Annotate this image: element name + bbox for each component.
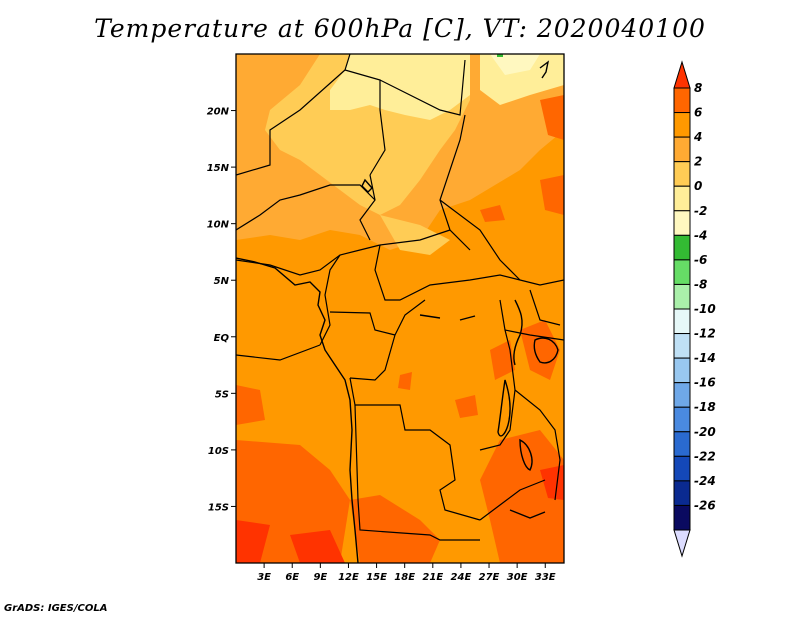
lat-tick-label: 15S bbox=[208, 502, 229, 513]
colorbar-label: 0 bbox=[694, 179, 702, 193]
colorbar-label: -2 bbox=[694, 204, 707, 218]
field-band-4-6 bbox=[236, 95, 564, 563]
map-frame bbox=[235, 53, 565, 564]
colorbar-label: 6 bbox=[694, 106, 702, 120]
lon-tick-label: 24E bbox=[451, 572, 472, 583]
colorbar-swatch bbox=[673, 283, 691, 310]
field-band-neg6-neg4 bbox=[497, 54, 503, 57]
colorbar-label: -26 bbox=[694, 498, 716, 512]
colorbar-swatch bbox=[673, 357, 691, 384]
colorbar-label: 2 bbox=[694, 155, 702, 169]
latitude-axis: 20N 15N 10N 5N EQ 5S 10S 15S bbox=[207, 107, 236, 513]
lon-tick-label: 33E bbox=[535, 572, 556, 583]
country-borders bbox=[236, 54, 564, 541]
colorbar-swatch bbox=[673, 455, 691, 482]
lon-tick-label: 9E bbox=[313, 572, 327, 583]
colorbar-bottom-arrow bbox=[673, 529, 691, 558]
lon-tick-label: 30E bbox=[507, 572, 528, 583]
colorbar-label: -12 bbox=[694, 327, 716, 341]
lat-tick-label: 5S bbox=[215, 389, 229, 400]
colorbar-label: 4 bbox=[693, 130, 702, 144]
field-band-neg4-neg2 bbox=[490, 54, 540, 75]
map-title: Temperature at 600hPa [C], VT: 202004010… bbox=[94, 14, 706, 43]
colorbar-label: -4 bbox=[694, 228, 707, 242]
colorbar-label: -8 bbox=[694, 277, 707, 291]
colorbar-swatch bbox=[673, 480, 691, 506]
lon-tick-label: 6E bbox=[285, 572, 299, 583]
colorbar-swatch bbox=[673, 504, 691, 531]
colorbar-label: -18 bbox=[694, 400, 716, 414]
grads-credit: GrADS: IGES/COLA bbox=[4, 603, 108, 614]
colorbar-label: -10 bbox=[694, 302, 716, 316]
colorbar-label: -14 bbox=[694, 351, 716, 365]
colorbar-top-arrow bbox=[673, 60, 691, 89]
colorbar-swatch bbox=[673, 87, 691, 114]
colorbar-swatch bbox=[673, 185, 691, 212]
field-band-neg2-0 bbox=[380, 215, 450, 255]
colorbar-label: -6 bbox=[694, 253, 707, 267]
lon-tick-label: 12E bbox=[338, 572, 359, 583]
colorbar: 8 6 4 2 0 -2 -4 -6 -8 -10 -12 -14 -16 -18 -20 -22 -24 -26 bbox=[673, 60, 716, 558]
lat-tick-label: 15N bbox=[207, 163, 230, 174]
colorbar-swatch bbox=[673, 259, 691, 285]
lat-tick-label: 10N bbox=[207, 220, 230, 231]
lat-tick-label: 20N bbox=[207, 107, 230, 118]
colorbar-label: -16 bbox=[694, 376, 716, 390]
colorbar-swatch bbox=[673, 234, 691, 261]
colorbar-swatch bbox=[673, 308, 691, 335]
field-band-neg4-neg2 bbox=[330, 54, 470, 120]
lon-tick-label: 27E bbox=[479, 572, 500, 583]
colorbar-swatch bbox=[673, 333, 691, 359]
lat-tick-label: EQ bbox=[214, 333, 230, 344]
colorbar-swatch bbox=[673, 136, 691, 163]
colorbar-swatch bbox=[673, 382, 691, 408]
lat-tick-label: 10S bbox=[208, 446, 229, 457]
colorbar-label: -24 bbox=[694, 474, 716, 488]
colorbar-swatch bbox=[673, 112, 691, 138]
lon-tick-label: 21E bbox=[422, 572, 443, 583]
colorbar-swatch bbox=[673, 161, 691, 187]
colorbar-swatch bbox=[673, 406, 691, 433]
colorbar-label: 8 bbox=[694, 81, 702, 95]
colorbar-swatch bbox=[673, 210, 691, 236]
lon-tick-label: 15E bbox=[366, 572, 387, 583]
lat-tick-label: 5N bbox=[214, 276, 230, 287]
temperature-field bbox=[236, 54, 564, 563]
lon-tick-label: 18E bbox=[394, 572, 415, 583]
colorbar-label: -22 bbox=[694, 449, 716, 463]
colorbar-swatch bbox=[673, 431, 691, 457]
colorbar-label: -20 bbox=[694, 425, 716, 439]
lon-tick-label: 3E bbox=[257, 572, 271, 583]
coastlines bbox=[236, 60, 559, 563]
longitude-axis: 3E 6E 9E 12E 15E 18E 21E 24E 27E 30E 33E bbox=[257, 563, 556, 583]
